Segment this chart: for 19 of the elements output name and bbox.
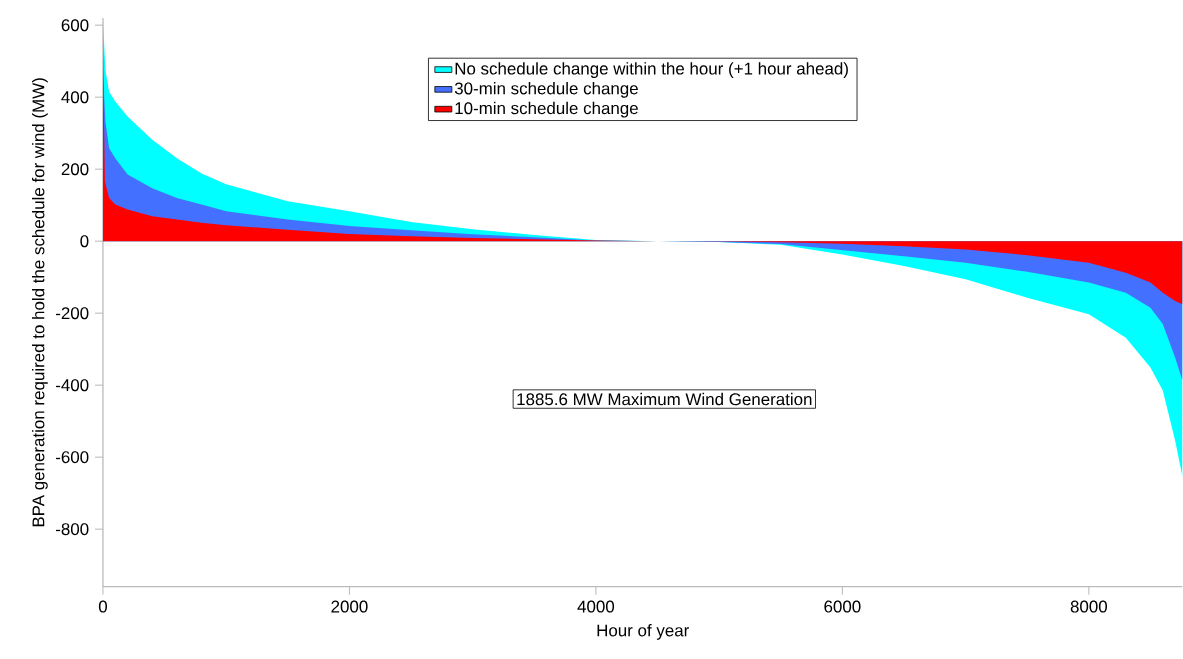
y-tick-label: 200: [61, 163, 89, 176]
y-tick-label: -800: [55, 523, 89, 536]
y-tick-label: 600: [61, 19, 89, 32]
y-tick-label: -600: [55, 451, 89, 464]
x-tick-label: 0: [98, 600, 108, 613]
x-tick-label: 4000: [577, 600, 615, 613]
y-tick-label: -200: [55, 307, 89, 320]
legend-label: 30-min schedule change: [454, 82, 638, 98]
y-tick-label: -400: [55, 379, 89, 392]
legend-label: No schedule change within the hour (+1 hour ahead): [455, 62, 848, 79]
x-tick-label: 8000: [1070, 600, 1108, 613]
legend-label: 10-min schedule change: [455, 101, 638, 118]
y-tick-label: 400: [61, 91, 89, 104]
annotation: 1885.6 MW Maximum Wind Generation: [517, 392, 812, 406]
y-axis-title: BPA generation required to hold the schedule for wind (MW): [31, 78, 48, 527]
x-axis-title: Hour of year: [597, 624, 690, 640]
x-tick-label: 6000: [824, 600, 861, 613]
y-tick-label: 0: [80, 235, 89, 248]
x-tick-label: 2000: [331, 600, 368, 613]
